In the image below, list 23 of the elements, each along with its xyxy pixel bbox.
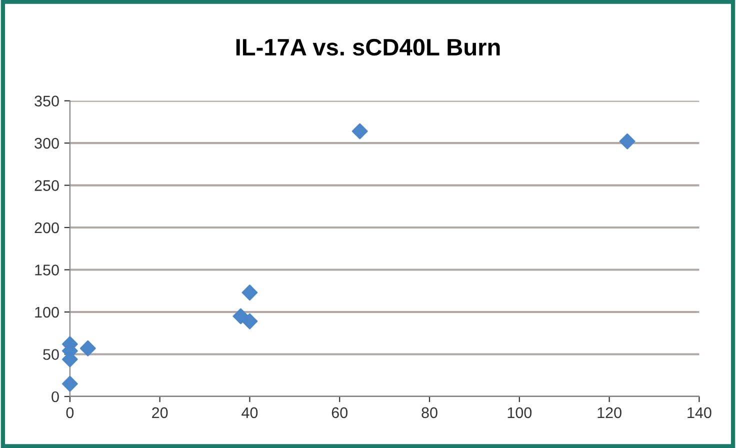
- point: [352, 123, 368, 140]
- y-tick-label: 150: [35, 264, 59, 276]
- x-tick-label: 60: [332, 407, 348, 418]
- point: [619, 133, 636, 150]
- y-tick-label: 200: [34, 222, 59, 234]
- point: [242, 313, 258, 330]
- x-tick-label: 80: [422, 407, 438, 418]
- y-tick-label: 350: [34, 96, 59, 106]
- x-tick-label: 100: [508, 407, 532, 418]
- y-tick-label: 250: [34, 180, 59, 191]
- y-tick-label: 0: [52, 391, 59, 402]
- y-tick-label: 300: [34, 138, 59, 149]
- x-tick-label: 120: [598, 407, 622, 418]
- y-tick-label: 100: [35, 306, 59, 318]
- x-tick-label: 140: [688, 407, 712, 418]
- x-tick-label: 0: [66, 407, 74, 418]
- chart-title: IL-17A vs. sCD40L Burn: [236, 38, 500, 56]
- x-tick-label: 20: [152, 407, 168, 418]
- y-tick-label: 50: [43, 349, 59, 360]
- x-tick-label: 40: [242, 407, 258, 418]
- point: [80, 340, 96, 356]
- point: [62, 376, 78, 392]
- point: [242, 284, 258, 301]
